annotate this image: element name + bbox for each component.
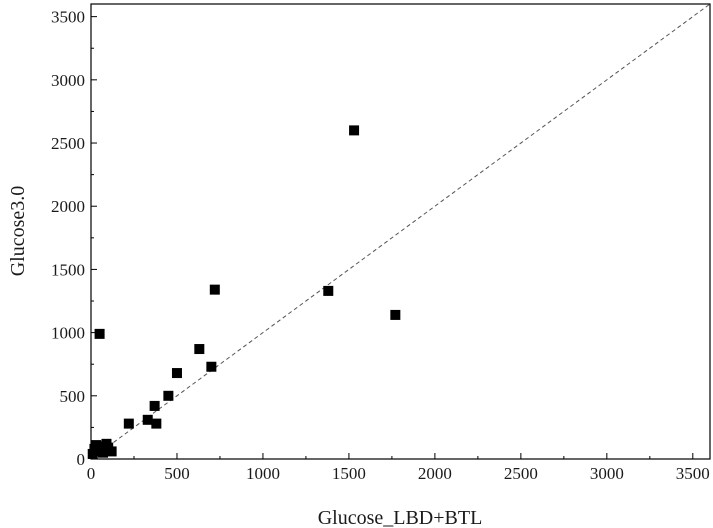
data-point <box>194 344 205 355</box>
x-axis-label: Glucose_LBD+BTL <box>318 507 483 528</box>
y-tick-label: 2000 <box>51 197 85 216</box>
data-point <box>209 284 220 295</box>
data-point <box>123 418 134 429</box>
y-axis-ticks: 0 500 1000 1500 2000 2500 3000 3500 <box>51 8 97 469</box>
data-point <box>323 285 334 296</box>
x-tick-label: 0 <box>87 464 96 483</box>
y-tick-label: 1500 <box>51 260 85 279</box>
y-axis-label: Glucose3.0 <box>7 186 29 277</box>
data-point <box>98 447 109 458</box>
data-point <box>149 400 160 411</box>
data-point <box>87 448 98 459</box>
y-tick-label: 500 <box>60 387 86 406</box>
data-point <box>92 446 103 457</box>
data-point <box>91 440 102 451</box>
data-point <box>349 125 360 136</box>
plot-frame <box>90 3 711 460</box>
data-point <box>151 418 162 429</box>
reference-diagonal-line <box>90 3 711 460</box>
data-point <box>171 368 182 379</box>
y-tick-label: 3000 <box>51 71 85 90</box>
data-point <box>106 446 117 457</box>
data-points <box>87 125 401 459</box>
x-axis-ticks: 0 500 1000 1500 2000 2500 3000 3500 <box>87 453 710 483</box>
x-tick-label: 2000 <box>418 464 452 483</box>
data-point <box>163 390 174 401</box>
data-point <box>390 309 401 320</box>
x-tick-label: 500 <box>164 464 190 483</box>
x-tick-label: 3500 <box>676 464 710 483</box>
data-point <box>142 414 153 425</box>
x-tick-label: 1500 <box>332 464 366 483</box>
x-tick-label: 1000 <box>246 464 280 483</box>
y-tick-label: 2500 <box>51 134 85 153</box>
x-tick-label: 3000 <box>590 464 624 483</box>
x-tick-label: 2500 <box>504 464 538 483</box>
y-tick-label: 3500 <box>51 8 85 27</box>
data-point <box>94 328 105 339</box>
data-point <box>206 361 217 372</box>
y-tick-label: 1000 <box>51 324 85 343</box>
y-tick-label: 0 <box>77 450 86 469</box>
data-point <box>96 441 107 452</box>
